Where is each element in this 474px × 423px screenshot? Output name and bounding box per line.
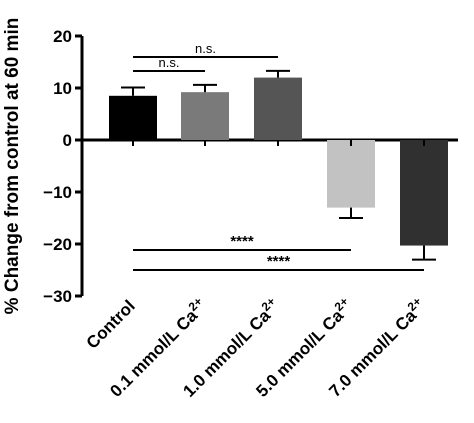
x-tick-label: Control (83, 296, 139, 352)
significance-label: **** (267, 253, 291, 270)
bar (109, 95, 157, 140)
significance-label: n.s. (195, 41, 216, 56)
bar (254, 77, 302, 140)
y-tick-label: 0 (63, 131, 72, 150)
bar (181, 92, 229, 140)
significance-label: **** (230, 233, 254, 250)
bar (327, 140, 375, 208)
y-tick-label: −30 (43, 287, 72, 306)
significance-label: n.s. (159, 55, 180, 70)
y-tick-label: 20 (53, 27, 72, 46)
bar (400, 140, 448, 246)
x-tick-label-text: Control (83, 296, 139, 352)
axes: 20 10 0 −10 −20 −30 (43, 27, 458, 306)
y-axis-title: % Change from control at 60 min (2, 18, 23, 315)
y-tick-label: 10 (53, 79, 72, 98)
significance-annotations: n.s. n.s. **** **** (133, 41, 424, 271)
y-tick-label: −10 (43, 183, 72, 202)
bars (109, 69, 448, 261)
y-tick-label: −20 (43, 235, 72, 254)
